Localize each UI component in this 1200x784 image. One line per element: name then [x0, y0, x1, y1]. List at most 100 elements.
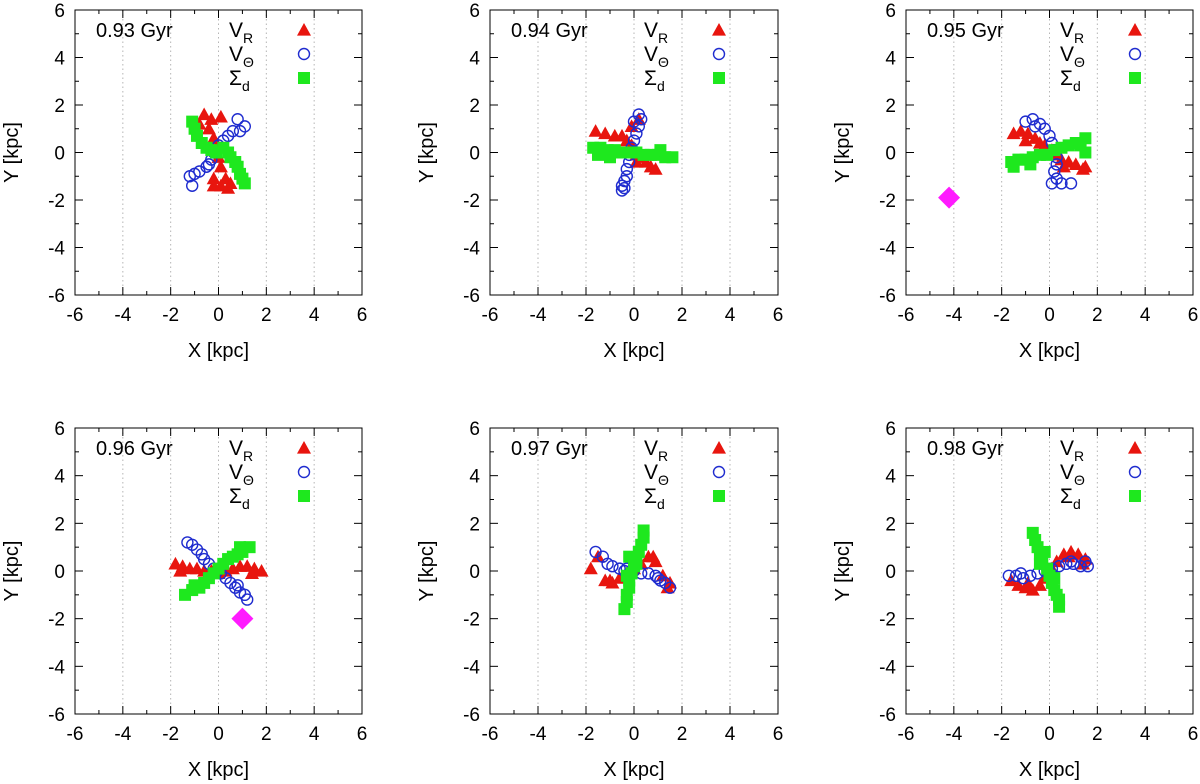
- legend-label: Σd: [229, 485, 250, 512]
- data-point: [1038, 545, 1051, 558]
- y-axis-label: Y [kpc]: [832, 541, 854, 602]
- data-point: [598, 126, 613, 140]
- x-tick-label: 0: [629, 305, 640, 326]
- y-tick-label: -6: [879, 705, 896, 726]
- y-tick-label: -6: [463, 705, 480, 726]
- time-label: 0.98 Gyr: [927, 438, 1004, 460]
- data-point: [188, 579, 201, 592]
- x-tick-label: 6: [357, 305, 368, 326]
- data-point: [635, 113, 648, 126]
- data-point: [627, 134, 641, 147]
- data-point: [1028, 120, 1042, 133]
- data-point: [1007, 160, 1020, 173]
- y-tick-label: 0: [54, 144, 65, 165]
- data-point: [592, 148, 604, 161]
- legend-label: Σd: [644, 485, 665, 512]
- legend-label: Σd: [1060, 67, 1081, 94]
- y-tick-label: 0: [885, 144, 896, 165]
- data-point: [646, 549, 661, 563]
- data-point: [238, 177, 251, 190]
- data-point: [206, 178, 221, 192]
- data-point: [213, 109, 228, 123]
- data-point: [603, 573, 617, 587]
- legend-label: VR: [1060, 19, 1084, 46]
- legend-label: VΘ: [644, 43, 669, 70]
- x-tick-label: -6: [898, 724, 915, 745]
- data-point: [1032, 578, 1047, 591]
- panel-1: -6 -4 -2 0 2 4 6 -6 -4 -2 0 2 4 6 X [kpc] Y [kpc] 0.93 G…: [1, 1, 367, 362]
- data-point: [183, 170, 197, 183]
- y-tick-label: 4: [469, 467, 480, 488]
- data-point: [629, 155, 644, 168]
- legend-label: VΘ: [229, 43, 254, 70]
- y-axis-label: Y [kpc]: [832, 122, 854, 183]
- legend-marker: [297, 23, 311, 36]
- series-sigma: [618, 524, 650, 616]
- diamond-marker: [938, 186, 961, 209]
- data-point: [618, 181, 631, 195]
- x-tick-label: -2: [993, 724, 1010, 745]
- x-tick-label: -4: [530, 724, 547, 745]
- data-point: [604, 151, 616, 164]
- data-point: [231, 579, 244, 592]
- series-sigma: [1026, 526, 1066, 613]
- legend-marker: [298, 72, 310, 84]
- data-point: [583, 561, 598, 575]
- data-point: [1033, 557, 1046, 570]
- legend-marker: [1129, 490, 1141, 502]
- data-point: [630, 127, 643, 140]
- x-tick-label: -4: [945, 724, 962, 745]
- legend-marker: [1128, 23, 1142, 36]
- time-label: 0.97 Gyr: [511, 438, 588, 460]
- data-point: [1020, 575, 1035, 589]
- x-axis-label: X [kpc]: [188, 759, 249, 781]
- x-tick-label: 2: [677, 724, 688, 745]
- legend-marker: [712, 465, 726, 479]
- data-point: [1064, 555, 1078, 568]
- data-point: [588, 124, 603, 137]
- legend-label: Σd: [1060, 485, 1081, 512]
- legend-marker: [297, 441, 311, 454]
- y-tick-label: 2: [54, 514, 65, 535]
- data-point: [1002, 569, 1016, 582]
- x-tick-label: 2: [677, 305, 688, 326]
- y-tick-label: 0: [469, 562, 480, 583]
- x-tick-label: 6: [773, 305, 784, 326]
- y-tick-label: 6: [54, 1, 65, 22]
- x-tick-label: 4: [309, 724, 320, 745]
- data-point: [648, 162, 663, 175]
- time-label: 0.93 Gyr: [96, 20, 173, 42]
- diamond-marker: [231, 607, 254, 630]
- y-tick-label: -2: [879, 610, 896, 631]
- series-vtheta: [1019, 113, 1078, 190]
- data-point: [1052, 560, 1066, 573]
- x-tick-label: 2: [1092, 305, 1103, 326]
- x-tick-label: -4: [530, 305, 547, 326]
- x-tick-label: 4: [1140, 305, 1151, 326]
- x-tick-label: 4: [725, 724, 736, 745]
- legend-label: VR: [644, 437, 668, 464]
- y-tick-label: -4: [48, 239, 65, 260]
- x-tick-label: 4: [309, 305, 320, 326]
- x-tick-label: 0: [629, 724, 640, 745]
- y-tick-label: -4: [463, 239, 480, 260]
- x-tick-label: 6: [357, 724, 368, 745]
- legend-marker: [1128, 441, 1142, 454]
- data-point: [1055, 177, 1068, 190]
- y-axis-label: Y [kpc]: [416, 541, 438, 602]
- legend-marker: [1129, 72, 1141, 84]
- data-point: [627, 115, 641, 128]
- data-point: [615, 179, 629, 192]
- data-point: [1014, 567, 1027, 580]
- data-point: [243, 541, 256, 554]
- y-tick-label: 4: [54, 49, 65, 70]
- data-point: [642, 567, 655, 580]
- series-sigma: [587, 141, 679, 164]
- x-tick-label: -6: [482, 724, 499, 745]
- data-point: [185, 179, 199, 192]
